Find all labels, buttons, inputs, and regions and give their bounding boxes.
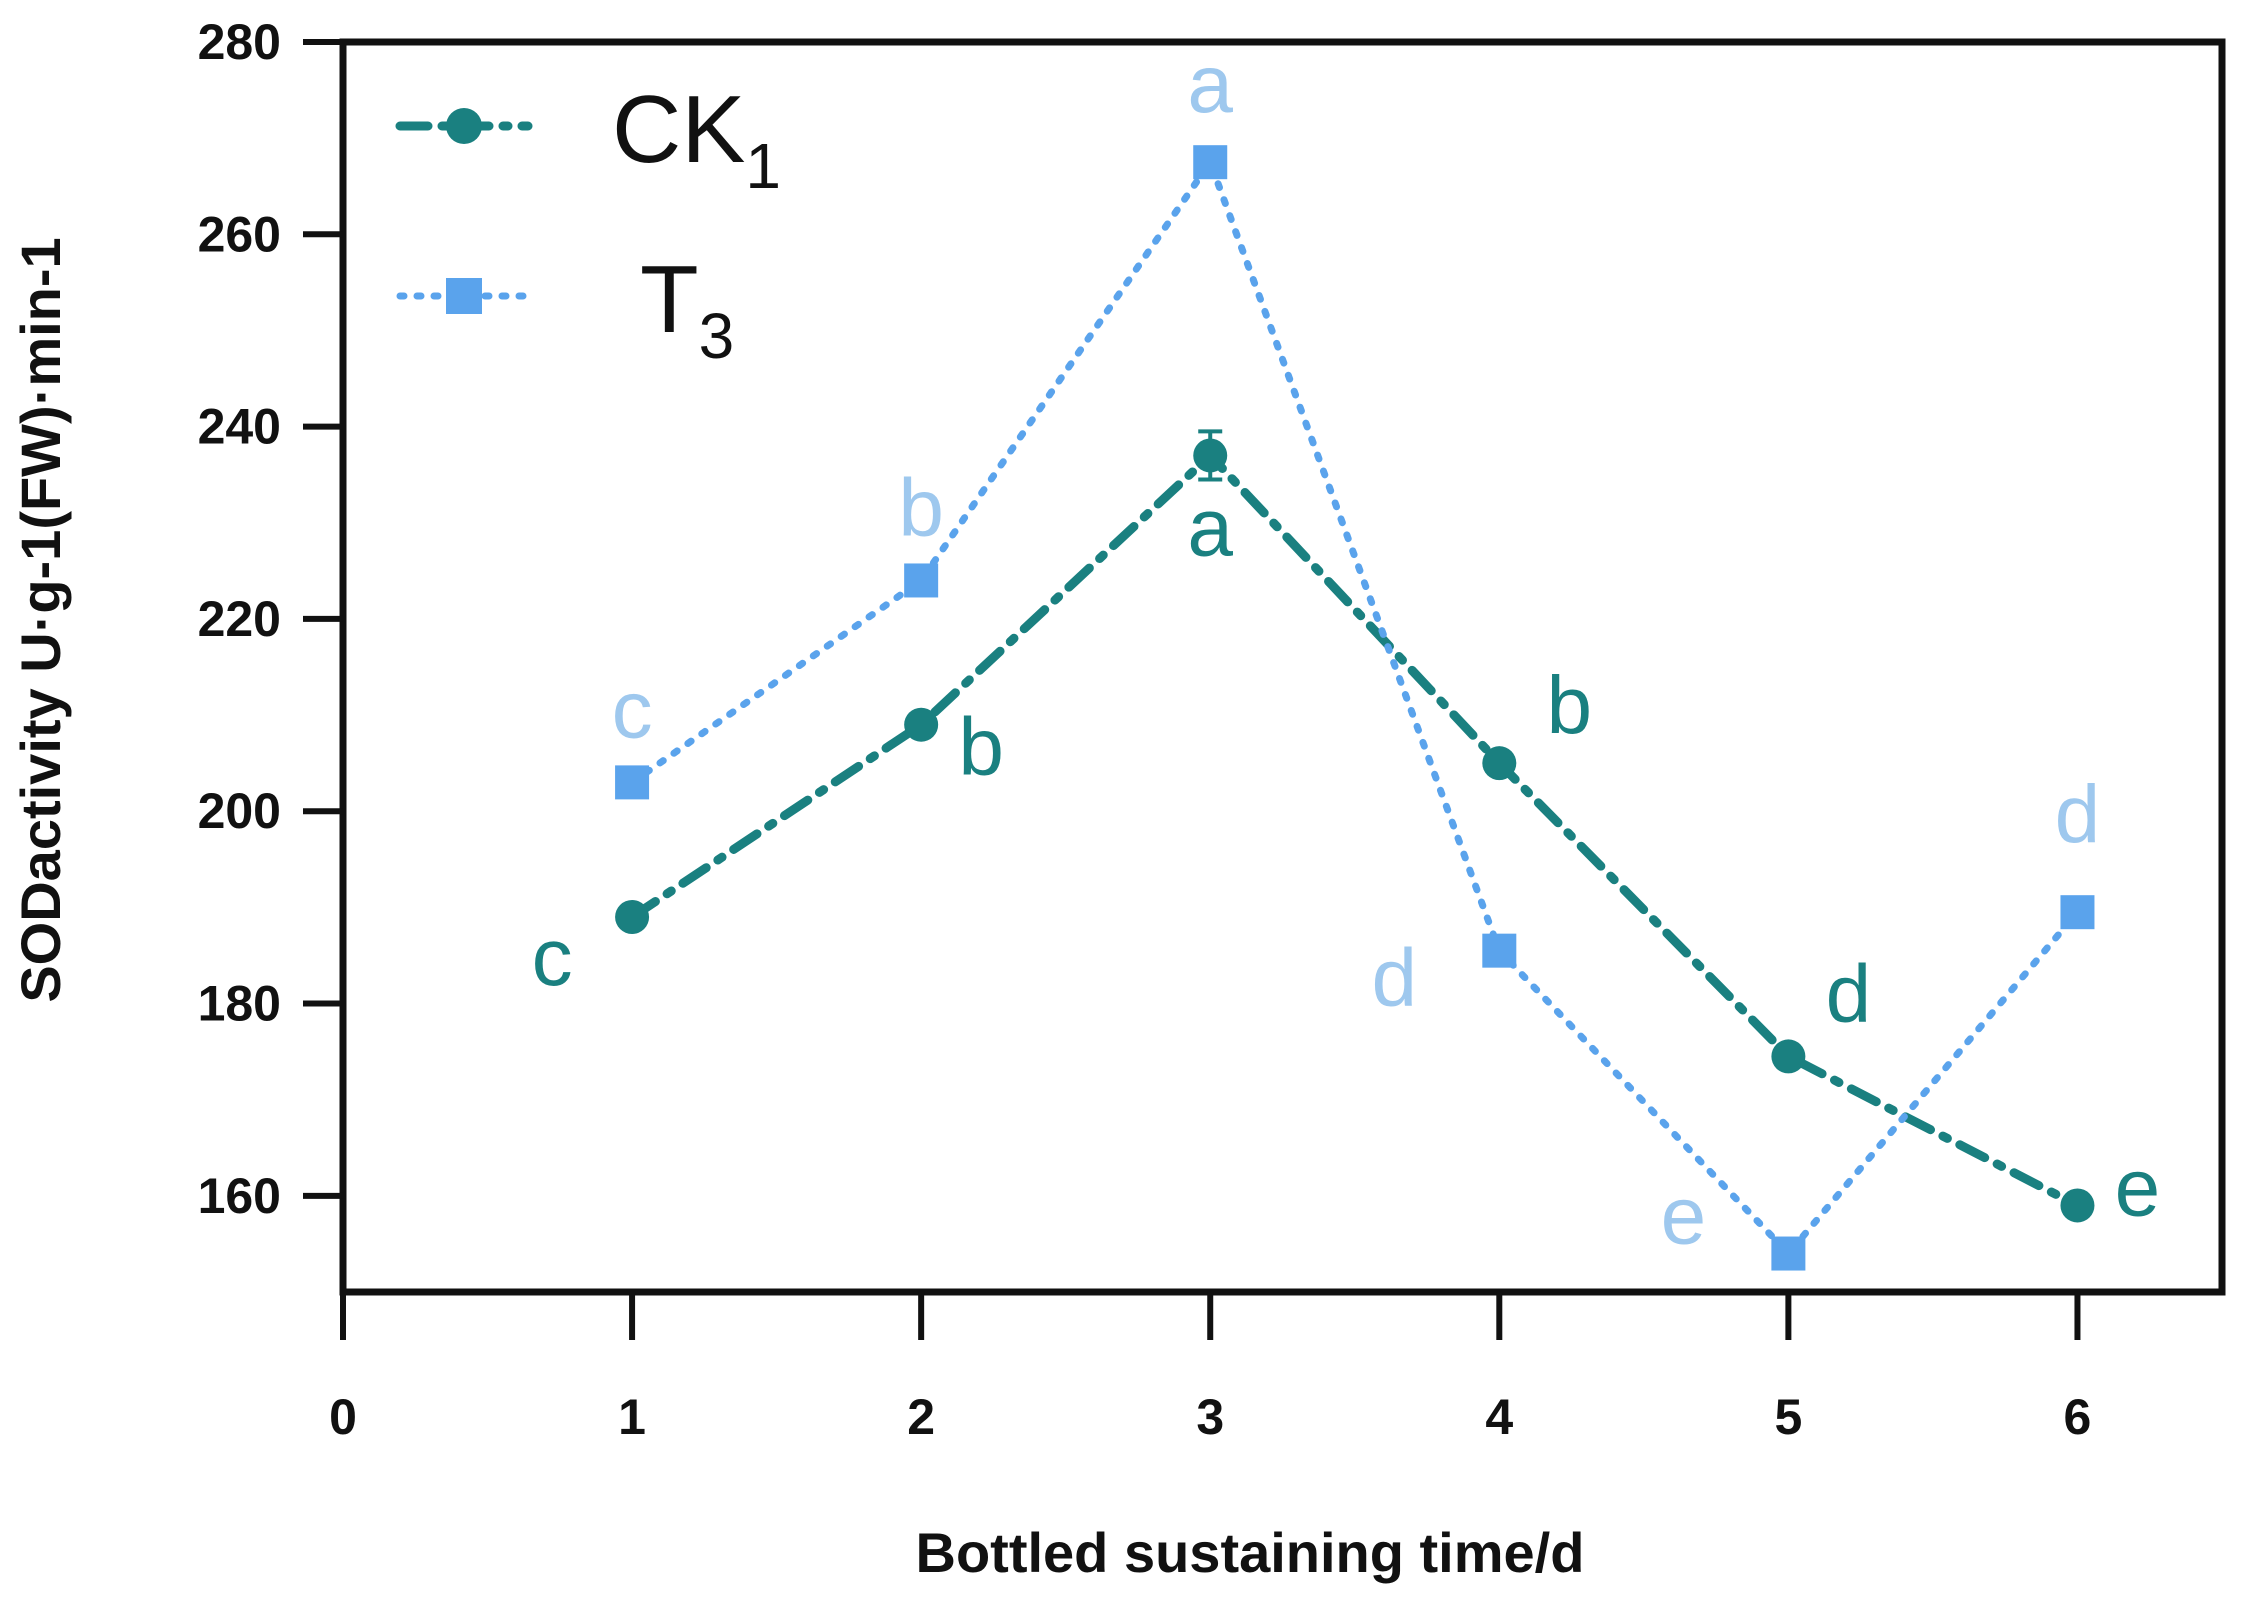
t3-point-4	[1482, 933, 1517, 968]
y-tick-label-240: 240	[198, 399, 281, 455]
legend-subscript-t3: 3	[699, 300, 735, 372]
ck1-point-2	[904, 707, 939, 742]
ck1-letter-2: b	[958, 702, 1004, 793]
series-ck1	[615, 429, 2095, 1223]
x-tick-label-6: 6	[2064, 1389, 2092, 1445]
ck1-point-3	[1193, 438, 1228, 473]
x-tick-label-5: 5	[1774, 1389, 1802, 1445]
ck1-point-1	[615, 900, 650, 934]
axes: 160 180 200 220 240 260 280 0 1 2 3 4 5 6	[198, 14, 2226, 1445]
t3-point-3	[1193, 145, 1228, 180]
legend-label-t3: T3	[640, 246, 734, 372]
y-tick-label-260: 260	[198, 206, 281, 262]
y-tick-label-220: 220	[198, 591, 281, 647]
ck1-point-6	[2060, 1188, 2095, 1223]
ck1-letter-3: a	[1187, 482, 1233, 573]
legend: CK1 T3	[395, 76, 781, 372]
x-tick-label-2: 2	[907, 1389, 935, 1445]
t3-point-2	[904, 563, 939, 598]
t3-point-6	[2060, 895, 2095, 930]
t3-point-5	[1771, 1236, 1806, 1271]
t3-point-1	[615, 765, 650, 800]
x-tick-label-4: 4	[1485, 1389, 1513, 1445]
t3-letter-3: a	[1187, 39, 1233, 130]
y-tick-label-160: 160	[198, 1168, 281, 1224]
legend-subscript-ck1: 1	[745, 130, 781, 202]
legend-item-ck1: CK1	[395, 76, 781, 202]
legend-marker-ck1	[446, 108, 482, 144]
ck1-point-5	[1771, 1039, 1806, 1074]
t3-letter-5: e	[1661, 1171, 1707, 1262]
x-axis-title: Bottled sustaining time/d	[916, 1521, 1585, 1584]
significance-letters: c b a b d e c b a d e d	[532, 39, 2161, 1261]
series-t3	[615, 145, 2095, 1271]
t3-letter-1: c	[612, 664, 653, 755]
t3-letter-6: d	[2055, 769, 2101, 860]
y-tick-label-280: 280	[198, 14, 281, 70]
ck1-point-4	[1482, 746, 1517, 781]
t3-letter-4: d	[1372, 933, 1418, 1024]
legend-marker-t3	[446, 278, 482, 314]
ck1-letter-5: d	[1826, 948, 1872, 1039]
t3-line	[628, 158, 2081, 1257]
x-tick-label-0: 0	[329, 1389, 357, 1445]
legend-item-t3: T3	[396, 246, 734, 372]
t3-letter-2: b	[898, 462, 944, 553]
legend-label-ck1: CK1	[612, 76, 781, 202]
ck1-letter-1: c	[532, 912, 573, 1003]
ck1-letter-4: b	[1547, 660, 1593, 751]
series-layer	[615, 145, 2095, 1271]
plot-frame	[339, 38, 2226, 1296]
ck1-letter-6: e	[2115, 1142, 2161, 1233]
y-axis-title: SODactivity U·g-1(FW)·min-1	[9, 237, 72, 1002]
x-tick-label-3: 3	[1196, 1389, 1224, 1445]
y-tick-label-180: 180	[198, 976, 281, 1032]
ck1-line	[627, 451, 2082, 1210]
x-tick-label-1: 1	[618, 1389, 646, 1445]
y-tick-label-200: 200	[198, 783, 281, 839]
